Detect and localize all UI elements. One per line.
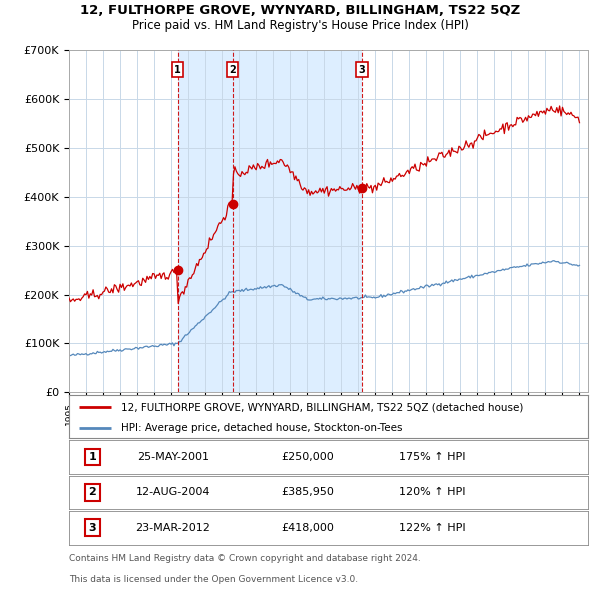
Text: 12, FULTHORPE GROVE, WYNYARD, BILLINGHAM, TS22 5QZ (detached house): 12, FULTHORPE GROVE, WYNYARD, BILLINGHAM… [121, 402, 523, 412]
Text: Price paid vs. HM Land Registry's House Price Index (HPI): Price paid vs. HM Land Registry's House … [131, 19, 469, 32]
Text: 12-AUG-2004: 12-AUG-2004 [136, 487, 210, 497]
Bar [178, 50, 362, 392]
Text: 25-MAY-2001: 25-MAY-2001 [137, 452, 209, 462]
Text: Contains HM Land Registry data © Crown copyright and database right 2024.: Contains HM Land Registry data © Crown c… [69, 555, 421, 563]
Text: 12, FULTHORPE GROVE, WYNYARD, BILLINGHAM, TS22 5QZ: 12, FULTHORPE GROVE, WYNYARD, BILLINGHAM… [80, 4, 520, 17]
Text: 3: 3 [89, 523, 96, 533]
Text: 120% ↑ HPI: 120% ↑ HPI [399, 487, 466, 497]
Text: 23-MAR-2012: 23-MAR-2012 [136, 523, 210, 533]
Text: This data is licensed under the Open Government Licence v3.0.: This data is licensed under the Open Gov… [69, 575, 358, 584]
Text: £385,950: £385,950 [281, 487, 334, 497]
Text: 122% ↑ HPI: 122% ↑ HPI [399, 523, 466, 533]
Text: £250,000: £250,000 [281, 452, 334, 462]
Text: 1: 1 [174, 65, 181, 75]
Text: 1: 1 [88, 452, 96, 462]
Text: 2: 2 [88, 487, 96, 497]
Text: 2: 2 [229, 65, 236, 75]
Text: 175% ↑ HPI: 175% ↑ HPI [399, 452, 466, 462]
Text: HPI: Average price, detached house, Stockton-on-Tees: HPI: Average price, detached house, Stoc… [121, 424, 403, 434]
Text: £418,000: £418,000 [281, 523, 334, 533]
Text: 3: 3 [359, 65, 365, 75]
